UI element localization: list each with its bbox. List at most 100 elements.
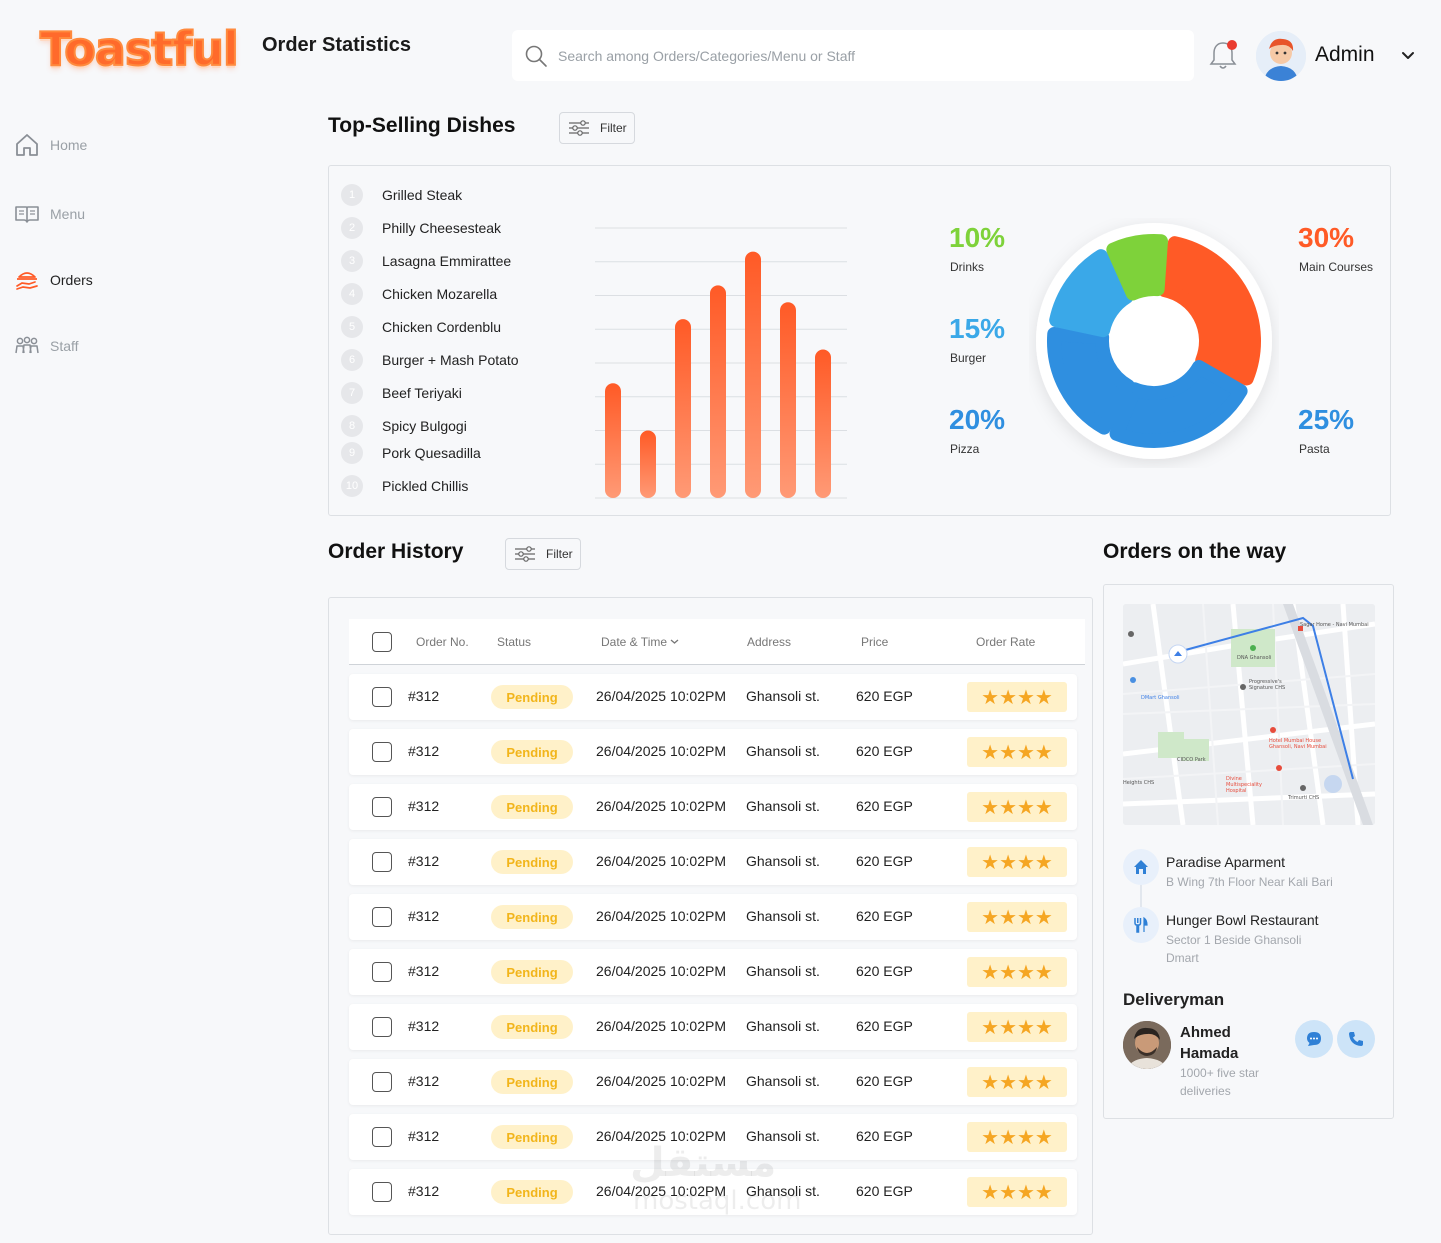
order-datetime: 26/04/2025 10:02PM xyxy=(596,1128,726,1144)
table-row[interactable]: #312 Pending 26/04/2025 10:02PM Ghansoli st… xyxy=(349,839,1077,885)
status-badge: Pending xyxy=(491,1015,573,1039)
sidebar-item-staff[interactable]: Staff xyxy=(14,333,79,359)
row-checkbox[interactable] xyxy=(372,1017,392,1037)
table-row[interactable]: #312 Pending 26/04/2025 10:02PM Ghansoli st… xyxy=(349,674,1077,720)
table-row[interactable]: #312 Pending 26/04/2025 10:02PM Ghansoli st… xyxy=(349,1059,1077,1105)
order-address: Ghansoli st. xyxy=(746,1128,820,1144)
search-input[interactable] xyxy=(558,47,1158,64)
col-status[interactable]: Status xyxy=(497,635,532,649)
destination-subtitle: B Wing 7th Floor Near Kali Bari xyxy=(1166,875,1333,889)
dish-item[interactable]: 2 Philly Cheesesteak xyxy=(341,217,561,239)
dish-item[interactable]: 1 Grilled Steak xyxy=(341,184,561,206)
bar[interactable] xyxy=(815,349,831,499)
row-checkbox[interactable] xyxy=(372,1072,392,1092)
table-row[interactable]: #312 Pending 26/04/2025 10:02PM Ghansoli st… xyxy=(349,1004,1077,1050)
bar[interactable] xyxy=(745,251,761,498)
row-checkbox[interactable] xyxy=(372,962,392,982)
pct-main-courses: 30% xyxy=(1298,222,1355,253)
order-price: 620 EGP xyxy=(856,688,913,704)
col-order-no[interactable]: Order No. xyxy=(416,635,469,649)
dish-name: Philly Cheesesteak xyxy=(382,220,502,236)
sidebar-item-label: Menu xyxy=(50,206,86,222)
status-badge: Pending xyxy=(491,1070,573,1094)
dish-rank: 1 xyxy=(341,184,363,206)
donut-slice[interactable] xyxy=(1047,327,1135,435)
order-number: #312 xyxy=(408,1183,440,1199)
table-row[interactable]: #312 Pending 26/04/2025 10:02PM Ghansoli st… xyxy=(349,1169,1077,1215)
row-checkbox[interactable] xyxy=(372,852,392,872)
col-rate[interactable]: Order Rate xyxy=(976,635,1036,649)
table-row[interactable]: #312 Pending 26/04/2025 10:02PM Ghansoli st… xyxy=(349,729,1077,775)
donut-slice[interactable] xyxy=(1157,236,1261,386)
table-row[interactable]: #312 Pending 26/04/2025 10:02PM Ghansoli st… xyxy=(349,1114,1077,1160)
col-datetime[interactable]: Date & Time xyxy=(601,635,679,649)
sliders-icon xyxy=(515,546,535,562)
table-row[interactable]: #312 Pending 26/04/2025 10:02PM Ghansoli st… xyxy=(349,784,1077,830)
dish-name: Chicken Mozarella xyxy=(382,286,498,302)
row-checkbox[interactable] xyxy=(372,1182,392,1202)
row-checkbox[interactable] xyxy=(372,907,392,927)
dish-item[interactable]: 10 Pickled Chillis xyxy=(341,475,561,497)
bar[interactable] xyxy=(710,285,726,498)
dish-name: Beef Teriyaki xyxy=(382,385,462,401)
sidebar-item-menu[interactable]: Menu xyxy=(14,201,85,227)
dish-item[interactable]: 5 Chicken Cordenblu xyxy=(341,316,561,338)
bell-icon[interactable] xyxy=(1208,38,1238,72)
bar[interactable] xyxy=(780,302,796,498)
bar[interactable] xyxy=(605,383,621,498)
bar[interactable] xyxy=(675,319,691,498)
order-history-filter-button[interactable]: Filter xyxy=(505,538,581,570)
dish-item[interactable]: 4 Chicken Mozarella xyxy=(341,283,561,305)
order-rating-stars: ★★★★ xyxy=(967,792,1067,822)
order-datetime: 26/04/2025 10:02PM xyxy=(596,963,726,979)
col-price[interactable]: Price xyxy=(861,635,889,649)
order-rating-stars: ★★★★ xyxy=(967,1012,1067,1042)
order-datetime: 26/04/2025 10:02PM xyxy=(596,1018,726,1034)
toastful-logo[interactable]: Toastful xyxy=(39,21,240,77)
dish-rank: 9 xyxy=(341,442,363,464)
map-labels: Sagar Home - Navi Mumbai DNA Ghansoli Pr… xyxy=(1123,604,1375,825)
order-datetime: 26/04/2025 10:02PM xyxy=(596,1183,726,1199)
dish-item[interactable]: 8 Spicy Bulgogi xyxy=(341,415,561,437)
chat-button[interactable] xyxy=(1295,1020,1333,1058)
order-number: #312 xyxy=(408,688,440,704)
search-bar[interactable] xyxy=(512,30,1194,81)
chevron-down-icon[interactable] xyxy=(1400,48,1416,64)
table-row[interactable]: #312 Pending 26/04/2025 10:02PM Ghansoli st… xyxy=(349,894,1077,940)
donut-slice[interactable] xyxy=(1106,234,1168,301)
order-rating-stars: ★★★★ xyxy=(967,737,1067,767)
sidebar-item-label: Staff xyxy=(50,338,79,354)
table-row[interactable]: #312 Pending 26/04/2025 10:02PM Ghansoli st… xyxy=(349,949,1077,995)
order-price: 620 EGP xyxy=(856,743,913,759)
deliveryman-heading: Deliveryman xyxy=(1123,990,1225,1009)
dish-name: Pickled Chillis xyxy=(382,478,469,494)
order-datetime: 26/04/2025 10:02PM xyxy=(596,743,726,759)
order-datetime: 26/04/2025 10:02PM xyxy=(596,853,726,869)
row-checkbox[interactable] xyxy=(372,797,392,817)
row-checkbox[interactable] xyxy=(372,742,392,762)
col-address[interactable]: Address xyxy=(747,635,792,649)
map-label: Hotel Mumbai House Ghansoli, Navi Mumbai xyxy=(1269,738,1327,750)
top-selling-filter-button[interactable]: Filter xyxy=(559,112,635,144)
order-number: #312 xyxy=(408,1018,440,1034)
dish-item[interactable]: 3 Lasagna Emmirattee xyxy=(341,250,561,272)
sidebar-item-home[interactable]: Home xyxy=(14,132,87,158)
donut-slice[interactable] xyxy=(1049,249,1134,338)
row-checkbox[interactable] xyxy=(372,1127,392,1147)
donut-slice[interactable] xyxy=(1109,360,1248,448)
dish-rank: 8 xyxy=(341,415,363,437)
sidebar-item-orders[interactable]: Orders xyxy=(14,267,93,293)
delivery-map[interactable]: Sagar Home - Navi Mumbai DNA Ghansoli Pr… xyxy=(1123,604,1375,825)
row-checkbox[interactable] xyxy=(372,687,392,707)
dish-rank: 7 xyxy=(341,382,363,404)
call-button[interactable] xyxy=(1337,1020,1375,1058)
top-selling-card: 1 Grilled Steak 2 Philly Cheesesteak 3 Lasa… xyxy=(328,165,1391,516)
admin-name[interactable]: Admin xyxy=(1315,43,1375,66)
admin-avatar[interactable] xyxy=(1256,31,1306,81)
chat-icon xyxy=(1307,1032,1321,1046)
dish-item[interactable]: 7 Beef Teriyaki xyxy=(341,382,561,404)
select-all-checkbox[interactable] xyxy=(372,632,392,652)
bar[interactable] xyxy=(640,430,656,499)
dish-item[interactable]: 9 Pork Quesadilla xyxy=(341,442,561,464)
dish-item[interactable]: 6 Burger + Mash Potato xyxy=(341,349,561,371)
